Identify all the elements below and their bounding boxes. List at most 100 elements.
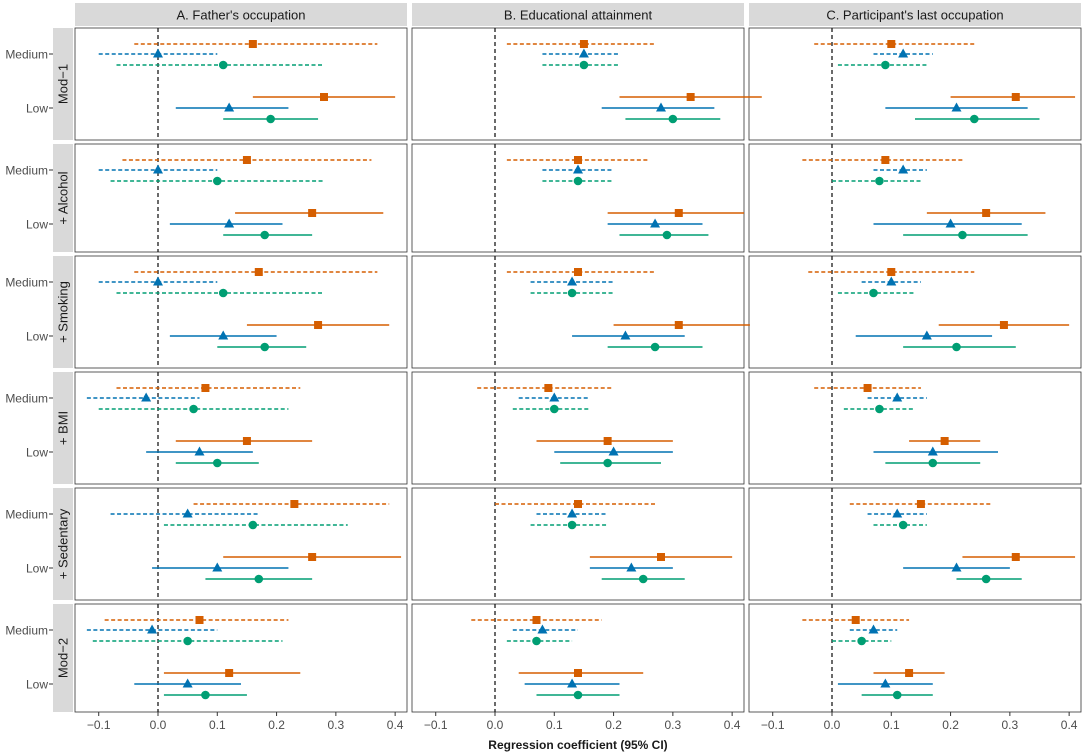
y-tick-label-medium: Medium — [5, 508, 48, 522]
panel-strip-B — [412, 3, 744, 26]
point-series-blue-triangle-low — [224, 102, 235, 112]
x-tick-label-C: 0.2 — [942, 718, 959, 732]
row-strip-label-1: Mod−1 — [56, 64, 71, 104]
panel-title-A: A. Father's occupation — [177, 8, 306, 23]
point-series-green-circle-medium — [875, 404, 884, 414]
point-series-green-circle-medium — [875, 176, 884, 186]
point-series-blue-triangle-medium — [141, 392, 152, 402]
point-series-orange-square-low — [1011, 553, 1020, 561]
point-series-blue-triangle-medium — [567, 276, 578, 286]
point-series-blue-triangle-low — [650, 218, 661, 228]
point-series-green-circle-low — [638, 574, 648, 584]
point-series-orange-square-low — [657, 553, 665, 561]
point-series-blue-triangle-low — [927, 446, 938, 456]
point-series-blue-triangle-medium — [567, 508, 578, 518]
point-series-orange-square-medium — [532, 616, 541, 624]
point-series-orange-square-low — [686, 93, 695, 101]
facet-panel-C-6 — [748, 603, 1082, 713]
point-series-blue-triangle-low — [567, 678, 578, 688]
point-series-blue-triangle-low — [608, 446, 619, 456]
facet-panel-A-5 — [74, 487, 408, 601]
point-series-green-circle-medium — [189, 404, 198, 414]
point-series-orange-square-medium — [887, 268, 896, 276]
point-series-blue-triangle-medium — [898, 48, 909, 58]
point-series-green-circle-low — [952, 342, 961, 352]
point-series-blue-triangle-low — [880, 678, 891, 688]
x-tick-label-B: 0.0 — [487, 718, 504, 732]
point-series-orange-square-low — [574, 669, 582, 677]
point-series-green-circle-medium — [218, 60, 228, 70]
point-series-blue-triangle-medium — [153, 276, 163, 286]
point-series-green-circle-medium — [567, 288, 577, 298]
point-series-orange-square-low — [905, 669, 914, 677]
point-series-orange-square-medium — [248, 40, 257, 48]
point-series-orange-square-medium — [544, 384, 553, 392]
point-series-blue-triangle-medium — [573, 164, 583, 174]
point-series-green-circle-medium — [573, 176, 583, 186]
point-series-green-circle-medium — [183, 636, 192, 646]
x-tick-label-C: 0.0 — [824, 718, 841, 732]
row-strip-6 — [53, 604, 73, 712]
facet-panel-C-1 — [748, 27, 1082, 141]
y-tick-label-low: Low — [26, 446, 48, 460]
point-series-green-circle-low — [981, 574, 991, 584]
point-series-blue-triangle-low — [194, 446, 205, 456]
panel-strip-A — [75, 3, 407, 26]
y-tick-label-low: Low — [26, 330, 48, 344]
point-series-orange-square-low — [940, 437, 949, 445]
y-tick-label-low: Low — [26, 102, 48, 116]
point-series-orange-square-medium — [201, 384, 210, 392]
point-series-green-circle-low — [650, 342, 660, 352]
row-strip-label-5: + Sedentary — [56, 508, 71, 579]
point-series-blue-triangle-medium — [153, 48, 163, 58]
point-series-green-circle-low — [254, 574, 264, 584]
point-series-orange-square-low — [674, 321, 683, 329]
y-tick-label-medium: Medium — [5, 392, 48, 406]
x-tick-label-B: 0.3 — [665, 718, 682, 732]
point-series-green-circle-low — [573, 690, 583, 700]
point-series-green-circle-medium — [567, 520, 577, 530]
x-tick-label-A: 0.3 — [328, 718, 345, 732]
point-series-green-circle-low — [668, 114, 678, 124]
facet-panel-C-3 — [748, 255, 1082, 369]
point-series-orange-square-medium — [579, 40, 588, 48]
point-series-blue-triangle-medium — [537, 624, 548, 634]
point-series-blue-triangle-low — [626, 562, 637, 572]
point-series-orange-square-low — [999, 321, 1008, 329]
point-series-blue-triangle-medium — [892, 392, 903, 402]
point-series-green-circle-medium — [579, 60, 589, 70]
point-series-blue-triangle-low — [182, 678, 193, 688]
point-series-blue-triangle-low — [951, 562, 962, 572]
x-axis-title: Regression coefficient (95% CI) — [488, 738, 667, 752]
facet-panel-A-6 — [74, 603, 408, 713]
panel-title-B: B. Educational attainment — [504, 8, 653, 23]
point-series-blue-triangle-medium — [868, 624, 879, 634]
point-series-orange-square-low — [982, 209, 991, 217]
x-tick-label-B: 0.2 — [605, 718, 622, 732]
point-series-orange-square-low — [308, 553, 317, 561]
x-tick-label-C: 0.3 — [1002, 718, 1019, 732]
point-series-orange-square-low — [674, 209, 683, 217]
point-series-blue-triangle-medium — [147, 624, 158, 634]
y-tick-label-medium: Medium — [5, 48, 48, 62]
point-series-blue-triangle-medium — [886, 276, 897, 286]
panel-strip-C — [749, 3, 1081, 26]
row-strip-2 — [53, 144, 73, 252]
point-series-orange-square-medium — [863, 384, 872, 392]
point-series-blue-triangle-low — [951, 102, 962, 112]
point-series-orange-square-medium — [881, 156, 890, 164]
point-series-green-circle-low — [969, 114, 979, 124]
point-series-orange-square-low — [225, 669, 234, 677]
y-tick-label-medium: Medium — [5, 624, 48, 638]
row-strip-1 — [53, 28, 73, 140]
facet-panel-C-2 — [748, 143, 1082, 253]
point-series-green-circle-medium — [218, 288, 228, 298]
point-series-green-circle-medium — [881, 60, 890, 70]
point-series-blue-triangle-medium — [892, 508, 903, 518]
point-series-blue-triangle-low — [921, 330, 932, 340]
point-series-green-circle-low — [958, 230, 967, 240]
point-series-green-circle-low — [662, 230, 672, 240]
point-series-orange-square-medium — [851, 616, 860, 624]
row-strip-label-4: + BMI — [56, 411, 71, 445]
